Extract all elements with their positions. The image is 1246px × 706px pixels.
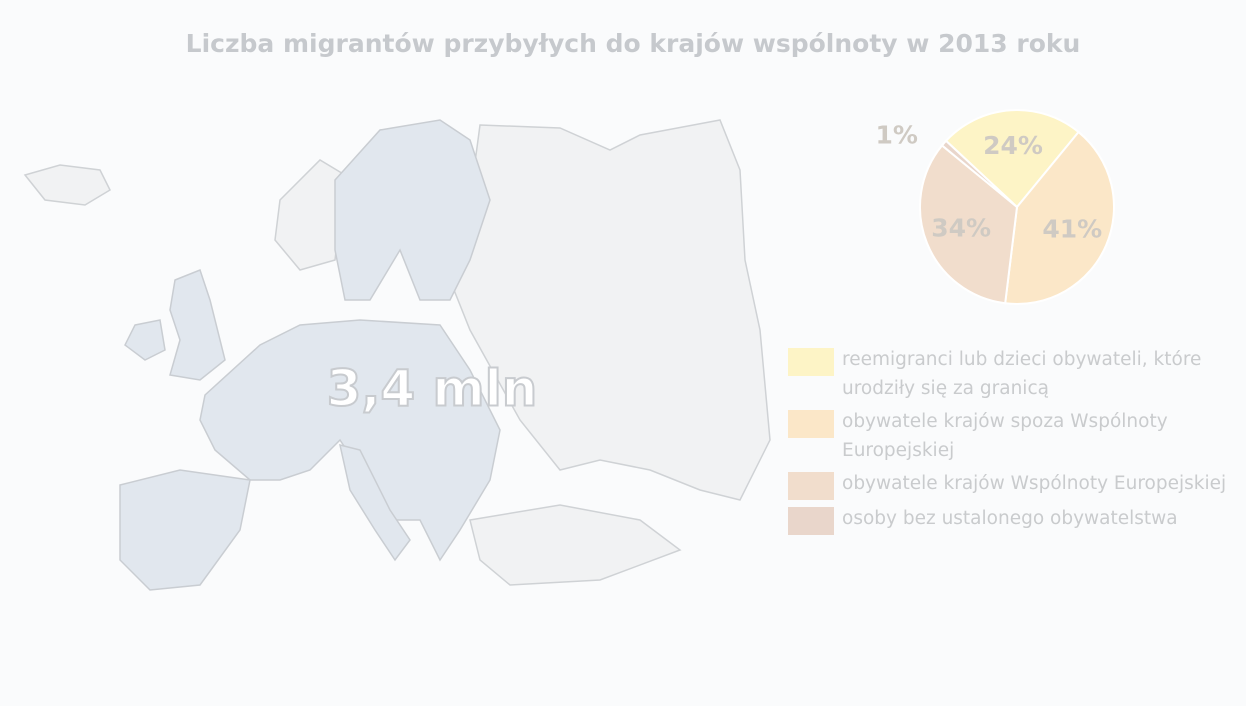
pie-slice bbox=[944, 109, 1080, 209]
legend-swatch bbox=[788, 472, 834, 500]
legend-swatch bbox=[788, 410, 834, 438]
legend-swatch bbox=[788, 348, 834, 376]
pie-label: 1% bbox=[875, 121, 917, 150]
chart-title: Liczba migrantów przybyłych do krajów ws… bbox=[186, 29, 1081, 58]
legend-item: obywatele krajów spoza Wspólnoty Europej… bbox=[788, 407, 1246, 465]
pie-slice bbox=[940, 139, 1018, 208]
legend: reemigranci lub dzieci obywateli, które … bbox=[788, 345, 1246, 539]
legend-label: obywatele krajów Wspólnoty Europejskiej bbox=[842, 473, 1227, 494]
legend-swatch bbox=[788, 507, 834, 535]
pie-slice bbox=[919, 144, 1019, 305]
legend-label: obywatele krajów spoza Wspólnoty Europej… bbox=[842, 411, 1168, 461]
legend-item: obywatele krajów Wspólnoty Europejskiej bbox=[788, 469, 1246, 500]
legend-item: osoby bez ustalonego obywatelstwa bbox=[788, 504, 1246, 535]
pie-slice bbox=[1004, 130, 1115, 305]
pie-label: 34% bbox=[931, 213, 991, 242]
europe-map bbox=[23, 119, 771, 591]
legend-item: reemigranci lub dzieci obywateli, które … bbox=[788, 345, 1246, 403]
pie-label: 41% bbox=[1042, 215, 1102, 244]
pie-label: 24% bbox=[983, 131, 1043, 160]
map-label: 3,4 mln bbox=[327, 360, 538, 418]
legend-label: osoby bez ustalonego obywatelstwa bbox=[842, 508, 1178, 529]
legend-label: reemigranci lub dzieci obywateli, które … bbox=[842, 349, 1202, 399]
